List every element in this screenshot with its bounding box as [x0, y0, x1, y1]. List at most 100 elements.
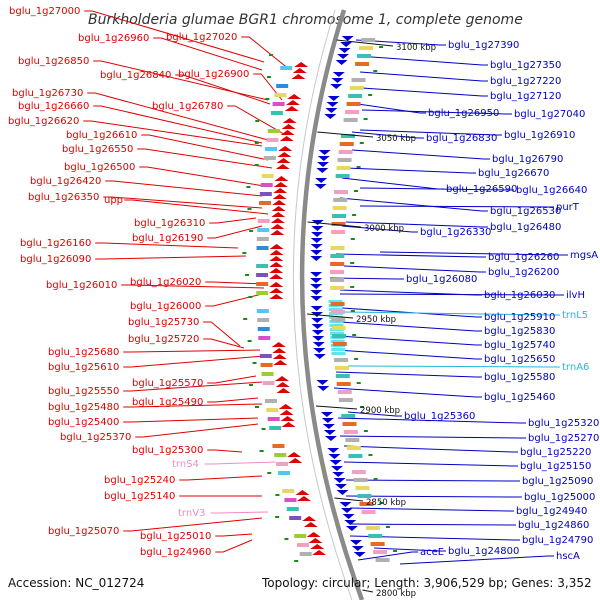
- reverse-gene-arrow: [310, 272, 323, 277]
- leader-line-aceE: [357, 551, 418, 561]
- leader-line-upp: [124, 199, 269, 215]
- cog-category-block: [341, 414, 356, 418]
- cds-marker: [254, 406, 259, 408]
- reverse-gene-arrow: [350, 540, 363, 545]
- forward-gene-arrow: [269, 244, 284, 249]
- cds-marker: [261, 428, 266, 430]
- reverse-gene-arrow: [345, 526, 358, 531]
- leader-line-bglu-1g25650: [335, 349, 482, 360]
- leader-line-bglu-1g26200: [343, 265, 486, 273]
- cog-category-block: [345, 438, 360, 442]
- cog-category-block: [351, 470, 366, 474]
- left-strand-features: [242, 54, 327, 562]
- kbp-tick-mark: [336, 39, 394, 47]
- gene-label-bglu-1g26900: bglu_1g26900: [178, 69, 249, 80]
- gene-label-bglu-1g25010: bglu_1g25010: [140, 531, 211, 542]
- leader-line-bglu-1g26190: [207, 225, 263, 239]
- kbp-ticks: 3100 kbp 3050 kbp 3000 kbp 2950 kbp 2900 kbp…: [306, 39, 436, 599]
- cog-category-block: [332, 214, 347, 218]
- chromosome-backbone: [299, 9, 365, 600]
- forward-gene-arrow: [269, 262, 284, 267]
- leader-line-bglu-1g25300: [207, 449, 243, 453]
- forward-gene-arrow: [274, 176, 289, 181]
- cds-marker: [359, 406, 364, 408]
- reverse-gene-arrow: [338, 48, 351, 53]
- leader-line-bglu-1g26910: [359, 129, 502, 136]
- cog-category-block: [264, 399, 277, 403]
- reverse-gene-arrow: [329, 460, 342, 465]
- forward-gene-arrow: [278, 404, 293, 409]
- forward-gene-arrow: [277, 152, 292, 157]
- reverse-gene-arrow: [312, 342, 325, 347]
- reverse-gene-arrow: [351, 546, 364, 551]
- cog-category-block: [348, 454, 363, 458]
- gene-label-bglu-1g26200: bglu_1g26200: [488, 267, 559, 278]
- reverse-gene-arrow: [310, 244, 323, 249]
- gene-label-bglu-1g25400: bglu_1g25400: [48, 417, 119, 428]
- forward-gene-arrow: [272, 194, 287, 199]
- leader-line-bglu-1g26020: [205, 281, 267, 285]
- leader-line-bglu-1g27220: [359, 71, 488, 82]
- cog-category-block: [256, 237, 269, 241]
- leader-line-bglu-1g25000: [345, 495, 522, 498]
- forward-gene-arrow: [273, 182, 288, 187]
- cog-category-block: [335, 174, 350, 178]
- cog-category-block: [351, 78, 366, 82]
- cog-category-block: [270, 111, 283, 115]
- forward-gene-arrow: [275, 376, 290, 381]
- leader-line-bglu-1g25680: [123, 349, 261, 353]
- forward-gene-arrow: [287, 452, 302, 457]
- reverse-gene-arrow: [310, 296, 323, 301]
- rna-feature-block: [328, 308, 343, 311]
- leader-line-bglu-1g26260: [335, 253, 486, 258]
- leader-line-bglu-1g25490: [207, 397, 259, 403]
- leader-line-purT: [359, 205, 554, 208]
- cog-category-block: [260, 363, 273, 367]
- gene-label-bglu-1g26960: bglu_1g26960: [78, 33, 149, 44]
- gene-label-bglu-1g27000: bglu_1g27000: [9, 6, 80, 17]
- cog-category-block: [359, 46, 374, 50]
- reverse-gene-arrow: [330, 466, 343, 471]
- cds-marker: [352, 214, 357, 216]
- cds-marker: [242, 252, 247, 254]
- topology-text: Topology: circular; Length: 3,906,529 bp…: [261, 576, 592, 590]
- cog-category-block: [257, 219, 270, 223]
- cog-category-block: [259, 201, 272, 205]
- cog-category-block: [280, 66, 293, 70]
- rna-feature-block: [329, 316, 344, 319]
- gene-label-bglu-1g26310: bglu_1g26310: [134, 218, 205, 229]
- cds-marker: [252, 362, 257, 364]
- kbp-tick-label: 2850 kbp: [366, 498, 406, 508]
- reverse-gene-arrow: [311, 226, 324, 231]
- reverse-gene-arrow: [340, 42, 353, 47]
- leader-line-bglu-1g24800: [373, 547, 446, 552]
- cog-category-block: [284, 498, 297, 502]
- reverse-gene-arrow: [330, 84, 343, 89]
- cds-marker: [246, 186, 251, 188]
- gene-label-bglu-1g27120: bglu_1g27120: [490, 91, 561, 102]
- reverse-gene-arrow: [353, 552, 366, 557]
- leader-line-bglu-1g25090: [345, 479, 520, 482]
- forward-gene-arrow: [269, 256, 284, 261]
- gene-label-bglu-1g24800: bglu_1g24800: [448, 546, 519, 557]
- cds-marker: [269, 54, 274, 56]
- reverse-gene-arrow: [320, 412, 333, 417]
- gene-label-bglu-1g26640: bglu_1g26640: [516, 185, 587, 196]
- gene-label-bglu-1g27350: bglu_1g27350: [490, 60, 561, 71]
- forward-gene-arrow: [271, 342, 286, 347]
- leader-line-trnA6: [347, 365, 560, 368]
- cog-category-block: [282, 489, 295, 493]
- gene-label-bglu-1g25740: bglu_1g25740: [484, 340, 555, 351]
- cds-marker: [379, 502, 384, 504]
- cds-marker: [354, 358, 359, 360]
- cog-category-block: [330, 262, 345, 266]
- reverse-gene-arrow: [325, 108, 338, 113]
- cog-category-block: [260, 183, 273, 187]
- forward-gene-arrow: [303, 522, 318, 527]
- leader-line-bglu-1g26840: [175, 74, 271, 105]
- cog-category-block: [261, 174, 274, 178]
- cog-category-block: [342, 422, 357, 426]
- cog-category-block: [272, 444, 285, 448]
- forward-gene-arrow: [273, 360, 288, 365]
- cds-marker: [254, 164, 259, 166]
